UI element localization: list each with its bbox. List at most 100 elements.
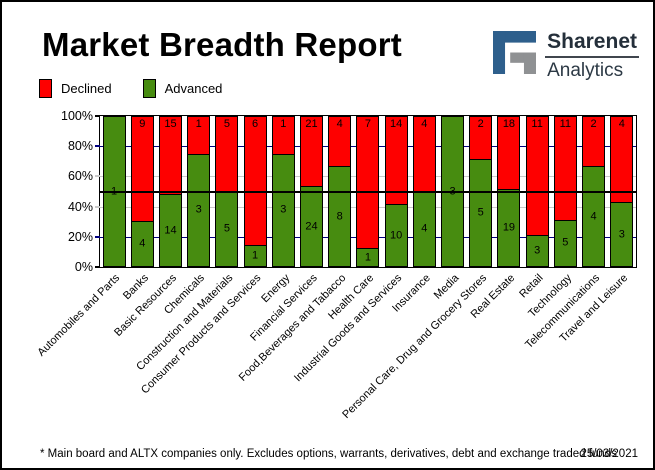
bar-segment-advanced: 3 xyxy=(610,202,634,267)
bar-segment-advanced: 4 xyxy=(412,191,436,267)
logo-text: Sharenet Analytics xyxy=(545,30,639,82)
bar-segment-declined: 4 xyxy=(412,116,436,192)
y-axis-tick-label: 80% xyxy=(67,139,93,154)
y-axis-tick-mark xyxy=(95,145,100,148)
declined-value-label: 18 xyxy=(502,118,516,130)
sharenet-logo: Sharenet Analytics xyxy=(493,30,639,82)
declined-value-label: 1 xyxy=(280,118,287,130)
y-axis-tick-label: 60% xyxy=(67,169,93,184)
chart-legend: Declined Advanced xyxy=(39,79,253,98)
bar-segment-declined: 11 xyxy=(525,116,549,235)
advanced-value-label: 5 xyxy=(562,236,569,249)
category-labels: Automobiles and Parts Banks Basic Resource… xyxy=(36,269,636,449)
sharenet-logo-icon xyxy=(493,31,537,74)
y-axis-tick-mark xyxy=(95,205,100,208)
stacked-bar: 14 10 xyxy=(384,116,408,267)
y-axis-tick-label: 20% xyxy=(67,229,93,244)
report-date: 25/03/2021 xyxy=(580,448,638,460)
bar-segment-declined: 15 xyxy=(159,116,182,195)
footnote: * Main board and ALTX companies only. Ex… xyxy=(40,448,617,460)
stacked-bar: 15 14 xyxy=(159,116,182,267)
y-axis-tick-label: 0% xyxy=(74,260,93,274)
advanced-value-label: 14 xyxy=(164,224,177,237)
bar-segment-advanced: 19 xyxy=(497,189,521,267)
advanced-value-label: 3 xyxy=(195,203,202,216)
y-axis-tick-mark xyxy=(95,115,100,117)
bar-segment-advanced: 24 xyxy=(300,186,324,267)
logo-subtitle: Analytics xyxy=(547,60,624,82)
declined-value-label: 2 xyxy=(477,118,484,130)
declined-value-label: 11 xyxy=(559,118,572,130)
bar-segment-declined: 6 xyxy=(243,116,267,246)
y-axis-tick-mark xyxy=(95,235,100,238)
legend-item-declined: Declined xyxy=(39,79,112,98)
declined-value-label: 15 xyxy=(164,118,177,130)
bar-segment-declined: 1 xyxy=(187,116,211,154)
bar-segment-declined: 7 xyxy=(356,116,380,249)
bar-segment-advanced: 3 xyxy=(187,153,211,267)
bar-segment-advanced: 1 xyxy=(243,245,267,267)
advanced-value-label: 4 xyxy=(421,222,428,235)
advanced-value-label: 19 xyxy=(502,221,516,234)
bar-segment-declined: 2 xyxy=(582,116,606,167)
bar-segment-advanced: 10 xyxy=(384,204,408,267)
stacked-bar: 21 24 xyxy=(300,116,324,267)
advanced-value-label: 3 xyxy=(534,244,541,257)
advanced-value-label: 5 xyxy=(223,222,230,235)
bar-segment-advanced: 5 xyxy=(215,191,239,267)
bar-segment-declined: 1 xyxy=(271,116,295,154)
stacked-bar: 11 5 xyxy=(553,116,577,267)
advanced-value-label: 4 xyxy=(590,210,597,223)
legend-item-advanced: Advanced xyxy=(142,79,223,98)
stacked-bar: 11 3 xyxy=(525,116,549,267)
bar-segment-advanced: 14 xyxy=(159,194,182,267)
category-label: Automobiles and Parts xyxy=(35,272,123,359)
declined-value-label: 14 xyxy=(390,118,403,130)
y-axis-tick-mark xyxy=(95,266,100,268)
advanced-swatch-icon xyxy=(142,79,156,98)
declined-value-label: 11 xyxy=(531,118,543,130)
advanced-value-label: 1 xyxy=(252,249,259,262)
advanced-value-label: 5 xyxy=(477,206,484,219)
bar-segment-advanced: 8 xyxy=(328,166,352,267)
bar-segment-declined: 21 xyxy=(300,116,324,187)
y-axis-tick-label: 40% xyxy=(67,199,93,214)
bar-segment-advanced: 4 xyxy=(582,166,606,267)
bar-segment-declined: 5 xyxy=(215,116,239,192)
bar-segment-declined: 4 xyxy=(610,116,634,203)
y-axis-tick-label: 100% xyxy=(61,109,93,123)
chart-plot-area: 1941514135561132124487114104432518191131… xyxy=(61,109,637,274)
declined-value-label: 1 xyxy=(195,118,202,130)
advanced-value-label: 3 xyxy=(280,203,287,216)
bar-segment-advanced: 3 xyxy=(271,153,295,267)
declined-value-label: 6 xyxy=(252,118,259,130)
declined-value-label: 4 xyxy=(618,118,625,130)
y-axis-tick-mark xyxy=(95,175,100,178)
bar-segment-advanced: 4 xyxy=(130,220,154,267)
stacked-bar: 18 19 xyxy=(497,116,521,267)
bar-segment-declined: 11 xyxy=(553,116,577,220)
bar-segment-advanced: 5 xyxy=(469,159,493,267)
bar-segment-declined: 2 xyxy=(469,116,493,160)
advanced-value-label: 3 xyxy=(618,228,625,241)
declined-value-label: 9 xyxy=(139,118,146,130)
legend-label: Advanced xyxy=(164,81,223,96)
bar-segment-declined: 18 xyxy=(497,116,521,190)
advanced-value-label: 1 xyxy=(364,251,371,264)
declined-value-label: 21 xyxy=(305,118,318,130)
declined-swatch-icon xyxy=(39,79,52,98)
bar-segment-declined: 9 xyxy=(130,116,154,221)
bar-segment-declined: 4 xyxy=(328,116,352,167)
advanced-value-label: 24 xyxy=(305,220,318,233)
bar-segment-advanced: 5 xyxy=(553,219,577,267)
declined-value-label: 7 xyxy=(364,118,371,130)
